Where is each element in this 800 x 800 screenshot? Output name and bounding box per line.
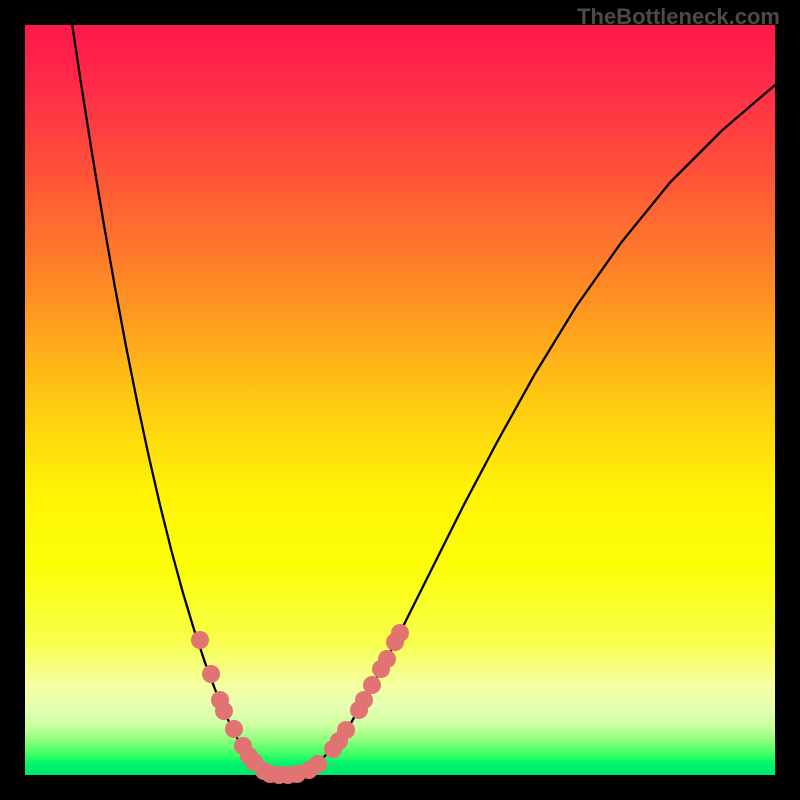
watermark-text: TheBottleneck.com [577, 4, 780, 30]
gradient-background [25, 25, 775, 775]
chart-frame: TheBottleneck.com [0, 0, 800, 800]
plot-area [25, 25, 775, 775]
